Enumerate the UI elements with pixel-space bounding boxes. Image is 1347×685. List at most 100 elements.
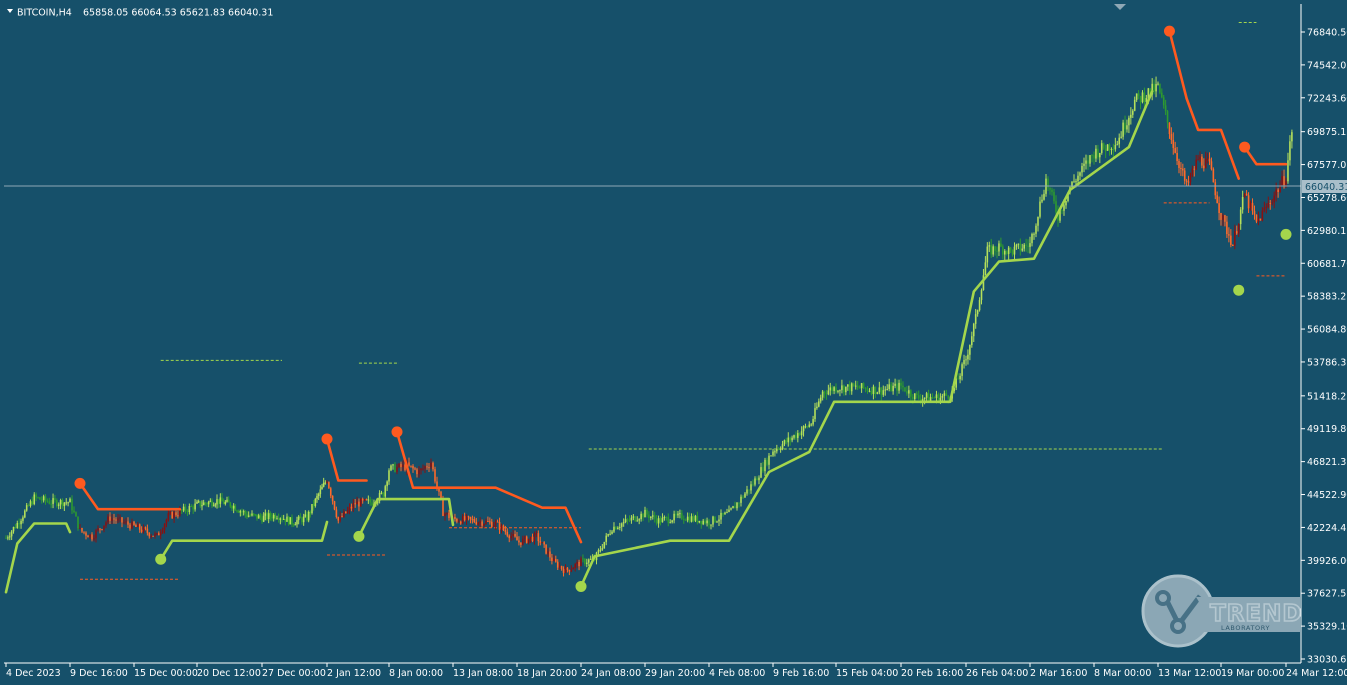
candle-body — [876, 392, 879, 394]
candle-body — [496, 521, 499, 523]
candle-body — [234, 505, 237, 511]
candle-body — [562, 568, 565, 573]
candle-body — [329, 488, 332, 496]
candle-body — [54, 498, 56, 500]
time-axis[interactable]: 4 Dec 2023 9 Dec 16:00 15 Dec 00:00 20 Dec … — [4, 662, 1347, 679]
candle-body — [39, 497, 41, 500]
candle-body — [481, 521, 483, 526]
chevron-down-icon[interactable] — [7, 9, 13, 13]
candle-body — [46, 500, 49, 502]
candle-body — [1245, 193, 1248, 196]
candle-body — [789, 437, 791, 441]
candle-body — [1201, 156, 1203, 166]
candle-body — [734, 506, 736, 509]
candle-body — [1091, 155, 1093, 157]
candle-body — [806, 426, 809, 428]
candle-body — [494, 521, 497, 526]
candle-body — [214, 504, 217, 506]
candle-body — [618, 526, 621, 528]
candle-body — [770, 455, 772, 457]
time-tick-label: 2 Mar 16:00 — [1030, 668, 1087, 679]
candle-body — [586, 562, 588, 564]
candle-body — [390, 465, 392, 471]
candle-body — [199, 501, 202, 507]
candle-body — [1208, 158, 1211, 162]
candle-body — [471, 519, 474, 521]
candle-body — [795, 435, 797, 438]
time-tick-label: 27 Dec 00:00 — [262, 668, 326, 679]
candle-body — [864, 387, 867, 389]
candle-body — [254, 514, 257, 516]
candle-body — [175, 512, 177, 516]
candle-body — [242, 511, 245, 513]
candle-body — [1193, 168, 1196, 170]
candle-body — [469, 516, 472, 520]
scroll-marker-icon[interactable] — [1114, 4, 1126, 10]
time-tick-label: 4 Feb 08:00 — [709, 668, 765, 679]
candle-body — [1049, 187, 1051, 190]
trailing-stop-down-line — [325, 437, 368, 482]
candle-body — [339, 515, 341, 521]
candle-body — [726, 512, 728, 514]
candle-body — [986, 246, 989, 263]
candle-body — [18, 522, 20, 525]
candle-body — [465, 516, 468, 521]
candle-body — [211, 500, 213, 506]
candle-body — [750, 484, 752, 491]
candle-body — [186, 510, 189, 512]
candle-body — [179, 509, 181, 516]
candle-body — [1039, 201, 1041, 217]
candle-body — [483, 524, 485, 526]
candle-body — [209, 500, 212, 502]
candle-body — [380, 492, 383, 494]
candle-body — [679, 513, 681, 515]
candle-body — [1059, 210, 1061, 221]
candle-body — [107, 516, 109, 523]
candle-body — [580, 558, 582, 567]
candle-body — [906, 391, 908, 394]
price-tick-label: 74542.05 — [1307, 60, 1347, 71]
candle-body — [1204, 159, 1207, 169]
candle-body — [1249, 202, 1252, 209]
candle-body — [282, 518, 285, 520]
candle-body — [1007, 247, 1010, 255]
candle-body — [714, 516, 716, 523]
candle-body — [1095, 148, 1097, 159]
candle-body — [1185, 180, 1188, 182]
trailing-stop-up-line — [357, 497, 455, 538]
candle-body — [454, 517, 456, 519]
candle-body — [1097, 148, 1099, 158]
candle-body — [311, 504, 313, 514]
candle-body — [316, 496, 318, 499]
candle-body — [498, 521, 501, 530]
candle-body — [704, 520, 706, 524]
candle-body — [1147, 88, 1150, 99]
candle-body — [202, 502, 205, 506]
candle-body — [1162, 97, 1165, 106]
candle-body — [520, 542, 522, 545]
price-tick-label: 49119.80 — [1307, 424, 1347, 435]
candle-body — [350, 506, 353, 509]
candle-body — [841, 385, 843, 391]
candle-body — [724, 512, 726, 515]
candle-body — [566, 567, 569, 570]
candle-body — [539, 541, 542, 543]
time-tick-label: 29 Jan 20:00 — [645, 668, 705, 679]
candle-body — [527, 538, 530, 543]
candle-body — [281, 518, 283, 520]
candle-body — [584, 559, 586, 564]
candle-body — [915, 393, 918, 396]
candle-body — [420, 468, 422, 471]
candle-body — [1081, 165, 1083, 173]
candle-body — [284, 518, 287, 522]
candle-body — [831, 387, 833, 391]
candle-body — [854, 385, 857, 387]
candle-body — [231, 506, 233, 509]
candle-body — [461, 516, 464, 524]
candle-body — [615, 526, 617, 530]
price-tick-label: 62980.15 — [1307, 226, 1347, 237]
price-axis[interactable]: 76840.50 74542.05 72243.60 69875.15 67577.05… — [1300, 4, 1347, 666]
candle-body — [1128, 117, 1130, 126]
candle-body — [1287, 160, 1289, 182]
